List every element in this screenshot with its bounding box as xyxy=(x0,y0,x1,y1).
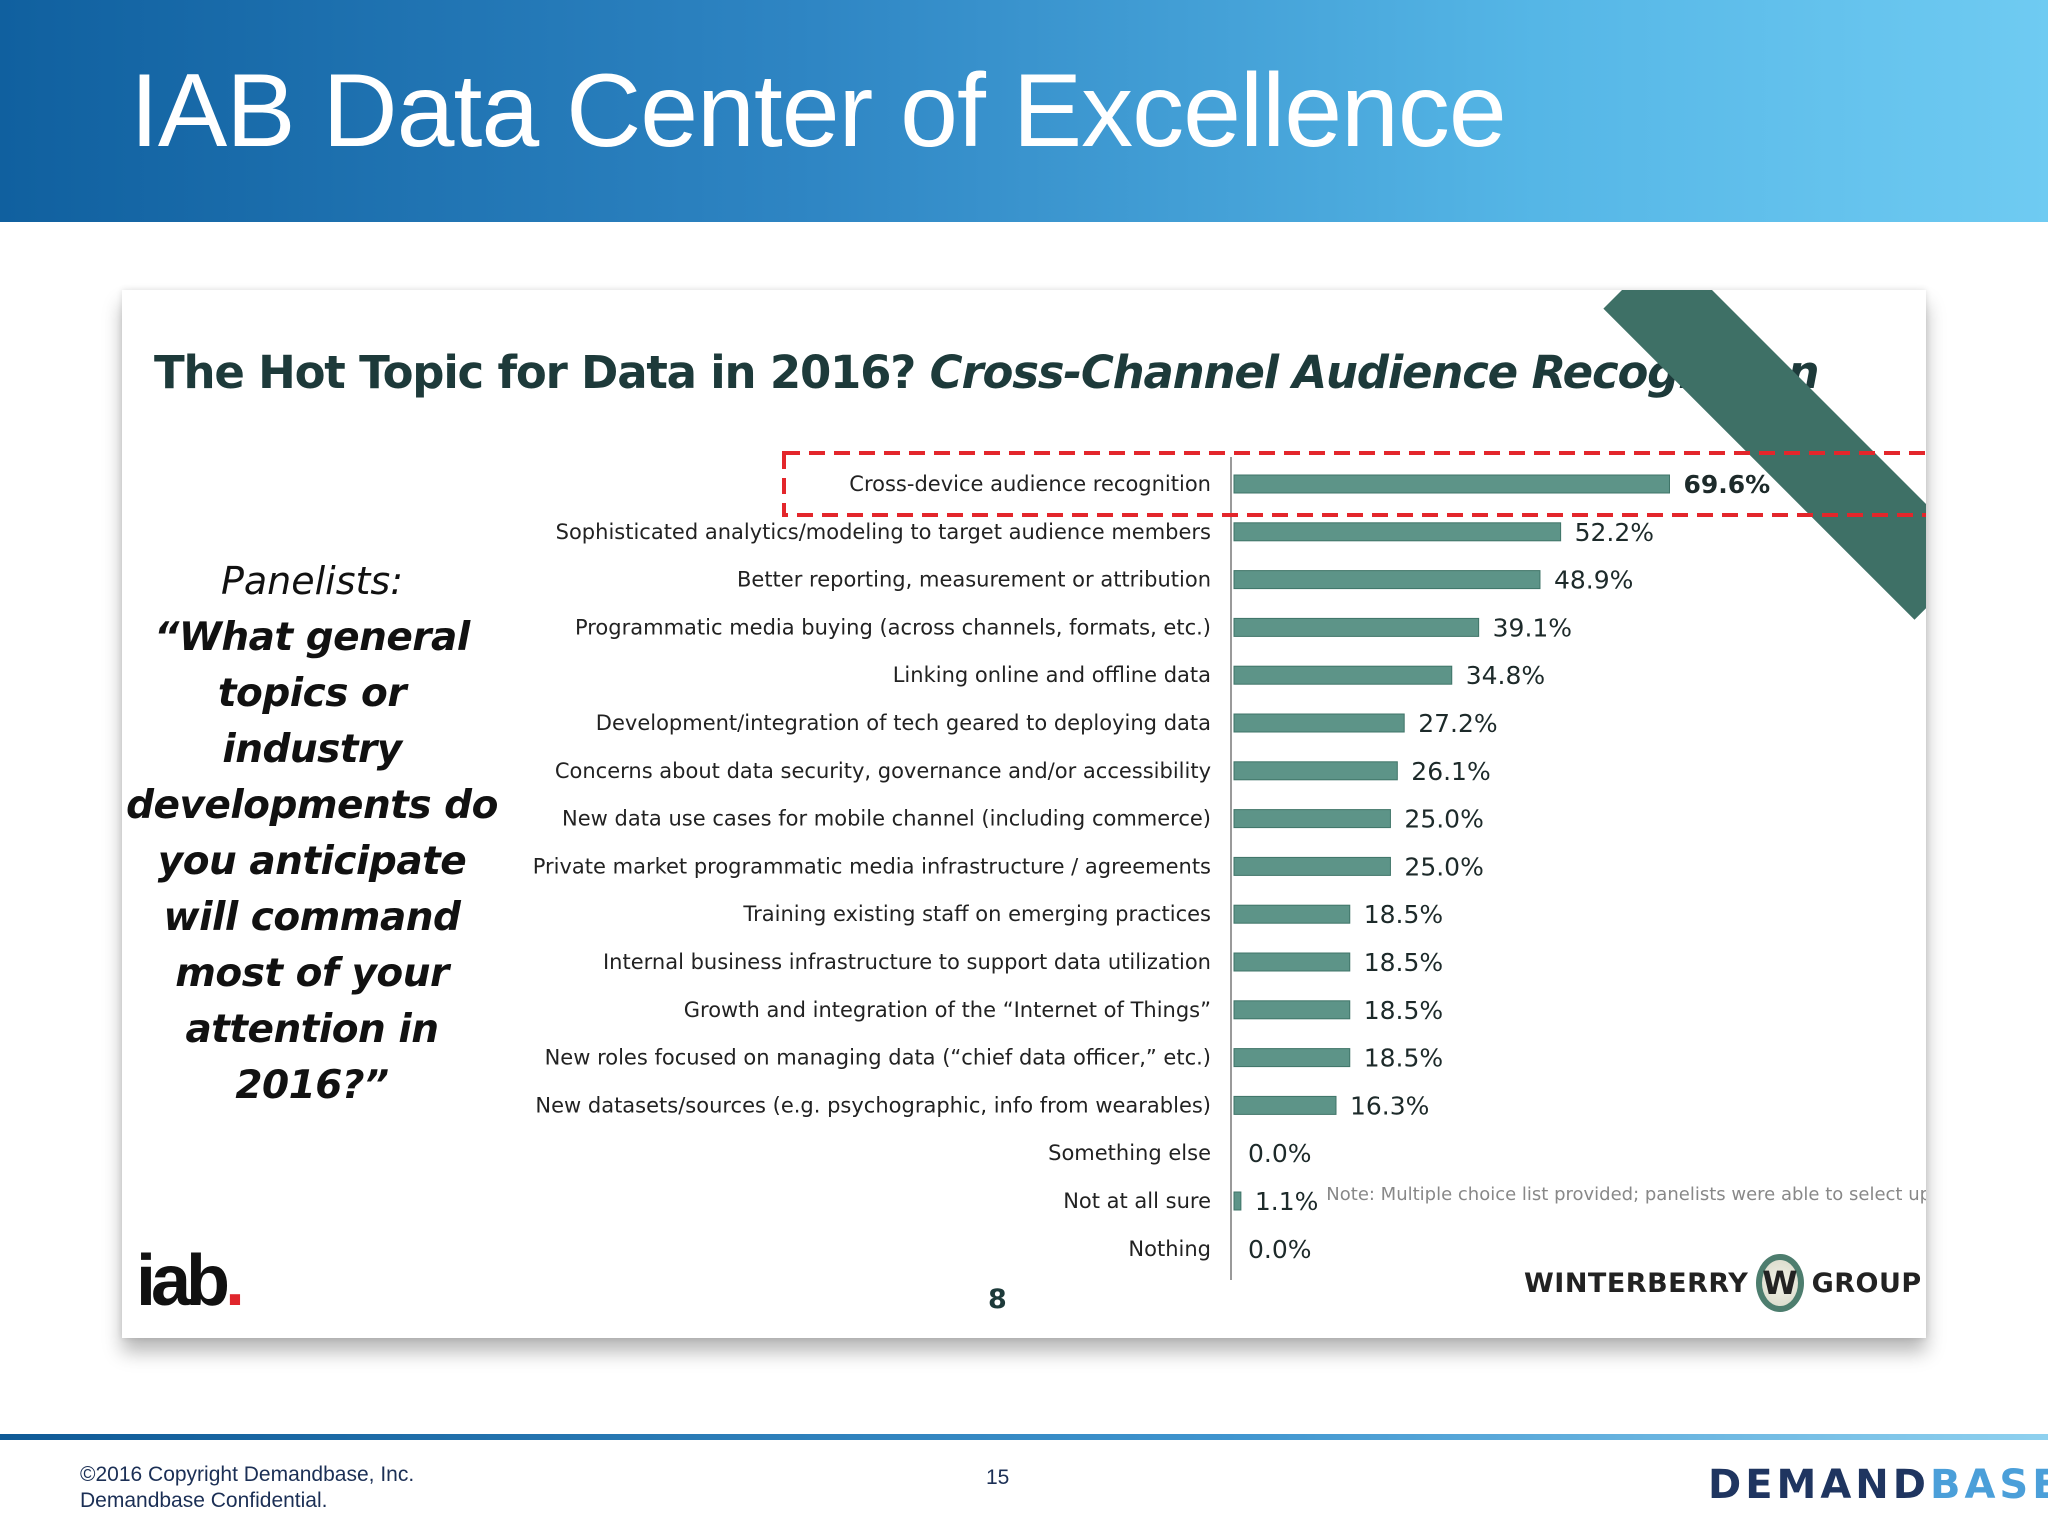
bar xyxy=(1233,1048,1351,1068)
category-label: Private market programmatic media infras… xyxy=(533,854,1211,878)
chart-title-lead: The Hot Topic for Data in 2016? xyxy=(154,346,930,399)
value-labels: 69.6% 52.2% 48.9% 39.1% 34.8% 27.2% 26.1% 25.0%… xyxy=(1248,470,1770,1264)
category-label: Growth and integration of the “Internet … xyxy=(684,998,1211,1022)
group-word: GROUP xyxy=(1811,1267,1922,1299)
iab-logo: iab. xyxy=(136,1240,245,1322)
category-label: New roles focused on managing data (“chi… xyxy=(545,1046,1211,1070)
bar xyxy=(1233,474,1670,494)
value-label: 39.1% xyxy=(1493,613,1572,642)
value-label: 18.5% xyxy=(1364,1044,1443,1073)
value-label: 34.8% xyxy=(1466,661,1545,690)
demandbase-logo: DEMANDBASE xyxy=(1708,1462,2048,1508)
category-label: Nothing xyxy=(1128,1237,1211,1261)
category-label: Cross-device audience recognition xyxy=(849,472,1211,496)
value-label: 18.5% xyxy=(1364,948,1443,977)
bar xyxy=(1233,952,1351,972)
category-label: Linking online and offline data xyxy=(893,663,1211,687)
category-label: New datasets/sources (e.g. psychographic… xyxy=(535,1093,1211,1117)
chart-note: Note: Multiple choice list provided; pan… xyxy=(1326,1184,1926,1205)
chart-page-number: 8 xyxy=(988,1284,1007,1315)
value-label: 25.0% xyxy=(1404,805,1483,834)
copyright: ©2016 Copyright Demandbase, Inc. Demandb… xyxy=(80,1462,414,1514)
iab-logo-dot: . xyxy=(225,1241,245,1321)
category-label: Sophisticated analytics/modeling to targ… xyxy=(556,520,1211,544)
winterberry-w-icon: W xyxy=(1756,1254,1804,1312)
bar xyxy=(1233,1095,1337,1115)
bar xyxy=(1233,665,1453,685)
bar xyxy=(1233,904,1351,924)
category-label: Better reporting, measurement or attribu… xyxy=(737,568,1211,592)
iab-logo-text: iab xyxy=(136,1241,230,1321)
value-label: 26.1% xyxy=(1411,757,1490,786)
demandbase-logo-part-1: DEMAND xyxy=(1708,1462,1930,1508)
page-number: 15 xyxy=(986,1466,1010,1489)
bar xyxy=(1233,856,1391,876)
bar xyxy=(1233,570,1541,590)
copyright-line-1: ©2016 Copyright Demandbase, Inc. xyxy=(80,1463,415,1486)
bar xyxy=(1233,1191,1242,1211)
question-lead: Panelists: xyxy=(220,559,404,603)
category-label: Not at all sure xyxy=(1063,1189,1211,1213)
value-label: 0.0% xyxy=(1248,1235,1312,1264)
value-label: 48.9% xyxy=(1554,566,1633,595)
category-label: Programmatic media buying (across channe… xyxy=(575,615,1211,639)
value-label: 69.6% xyxy=(1683,470,1770,499)
bar-chart: Cross-device audience recognition Sophist… xyxy=(533,451,1926,1280)
slide-header: IAB Data Center of Excellence xyxy=(0,0,2048,222)
winterberry-group-logo: WINTERBERRY W GROUP xyxy=(1524,1248,1921,1318)
copyright-line-2: Demandbase Confidential. xyxy=(80,1489,328,1512)
value-label: 27.2% xyxy=(1418,709,1497,738)
bar xyxy=(1233,713,1405,733)
value-label: 25.0% xyxy=(1404,852,1483,881)
bar xyxy=(1233,1000,1351,1020)
bar xyxy=(1233,617,1480,637)
value-label: 1.1% xyxy=(1255,1187,1319,1216)
category-labels: Cross-device audience recognition Sophist… xyxy=(533,472,1211,1261)
category-label: Internal business infrastructure to supp… xyxy=(603,950,1211,974)
panelist-question: Panelists: “What general topics or indus… xyxy=(122,552,502,1114)
bar xyxy=(1233,761,1398,781)
category-label: Concerns about data security, governance… xyxy=(555,759,1211,783)
category-label: Something else xyxy=(1048,1141,1211,1165)
embedded-chart-slide: The Hot Topic for Data in 2016? Cross-Ch… xyxy=(122,290,1926,1338)
question-text: “What general topics or industry develop… xyxy=(126,615,498,1108)
value-label: 16.3% xyxy=(1350,1091,1429,1120)
category-label: Development/integration of tech geared t… xyxy=(596,711,1211,735)
demandbase-logo-part-2: BASE xyxy=(1929,1462,2048,1508)
winterberry-word: WINTERBERRY xyxy=(1524,1267,1749,1299)
bar xyxy=(1233,809,1391,829)
bar xyxy=(1233,522,1562,542)
value-label: 52.2% xyxy=(1575,518,1654,547)
value-label: 18.5% xyxy=(1364,900,1443,929)
highlight-box xyxy=(782,451,1926,517)
category-label: Training existing staff on emerging prac… xyxy=(742,902,1211,926)
bars xyxy=(1233,474,1670,1211)
footer-rule xyxy=(0,1434,2048,1440)
value-label: 0.0% xyxy=(1248,1139,1312,1168)
category-label: New data use cases for mobile channel (i… xyxy=(562,807,1211,831)
slide-title: IAB Data Center of Excellence xyxy=(130,53,1507,169)
value-label: 18.5% xyxy=(1364,996,1443,1025)
